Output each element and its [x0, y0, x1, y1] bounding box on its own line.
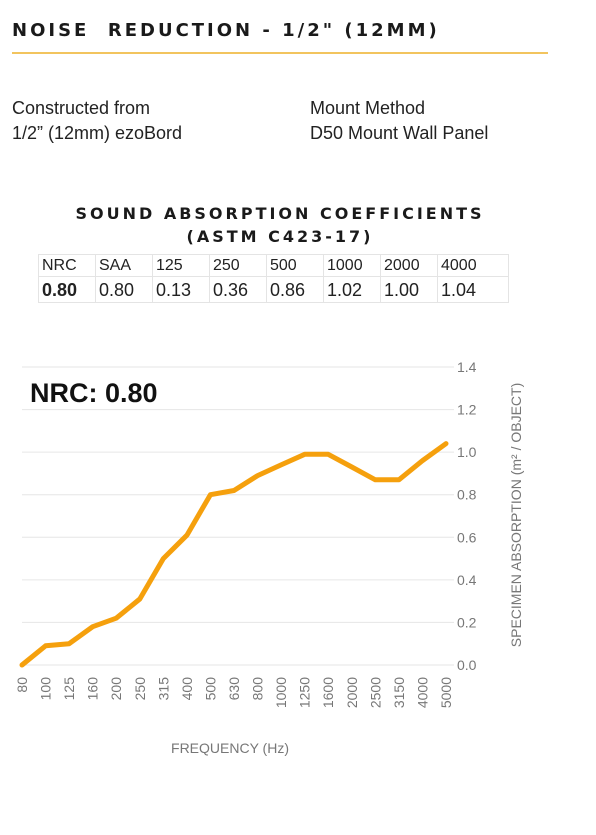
- coefficients-title: SOUND ABSORPTION COEFFICIENTS: [75, 204, 485, 223]
- x-tick-label: 3150: [391, 677, 407, 708]
- value-cell: 0.80: [38, 276, 96, 303]
- x-tick-label: 315: [155, 677, 171, 701]
- value-cell: 0.80: [95, 276, 153, 303]
- header-cell: 125: [152, 254, 210, 277]
- y-axis-label: SPECIMEN ABSORPTION (m² / OBJECT): [508, 383, 524, 647]
- absorption-chart: 0.0 0.2 0.4 0.6 0.8 1.0 1.2 1.4 80 100 125 160 200 25…: [14, 359, 524, 756]
- value-cell: 1.00: [380, 276, 438, 303]
- x-tick-label: 400: [179, 677, 195, 701]
- page-title: NOISE REDUCTION - 1/2" (12MM): [12, 20, 440, 41]
- x-tick-label: 2500: [367, 677, 383, 708]
- y-tick-label: 1.2: [457, 402, 477, 418]
- header-cell: 2000: [380, 254, 438, 277]
- x-tick-label: 80: [14, 677, 30, 693]
- value-cell: 1.02: [323, 276, 381, 303]
- header-cell: 4000: [437, 254, 509, 277]
- x-axis-label: FREQUENCY (Hz): [171, 740, 289, 756]
- y-tick-label: 0.2: [457, 614, 477, 630]
- mount-info: Mount Method D50 Mount Wall Panel: [310, 96, 488, 146]
- header-cell: 250: [209, 254, 267, 277]
- x-tick-label: 1000: [273, 677, 289, 708]
- y-tick-label: 0.8: [457, 487, 477, 503]
- y-tick-label: 0.4: [457, 572, 477, 588]
- value-cell: 0.86: [266, 276, 324, 303]
- x-tick-label: 160: [85, 677, 101, 701]
- absorption-series-line: [19, 441, 449, 668]
- x-tick-label: 1600: [320, 677, 336, 708]
- header-cell: NRC: [38, 254, 96, 277]
- y-tick-label: 1.0: [457, 444, 477, 460]
- construction-line-2: 1/2” (12mm) ezoBord: [12, 123, 183, 143]
- nrc-label: NRC: 0.80: [30, 378, 158, 408]
- y-tick-label: 0.0: [457, 657, 477, 673]
- mount-line-1: Mount Method: [310, 98, 426, 118]
- coefficients-table: NRC SAA 125 250 500 1000 2000 4000 0.80 …: [38, 254, 509, 303]
- coefficients-standard: (ASTM C423-17): [186, 227, 374, 246]
- header-cell: 1000: [323, 254, 381, 277]
- x-tick-label: 200: [108, 677, 124, 701]
- construction-line-1: Constructed from: [12, 98, 151, 118]
- coefficients-header-row: NRC SAA 125 250 500 1000 2000 4000: [38, 254, 509, 277]
- x-tick-label: 800: [250, 677, 266, 701]
- header-cell: SAA: [95, 254, 153, 277]
- x-tick-label: 2000: [344, 677, 360, 708]
- x-tick-label: 5000: [438, 677, 454, 708]
- x-tick-label: 100: [38, 677, 54, 701]
- x-tick-label: 1250: [297, 677, 313, 708]
- title-divider: [12, 52, 548, 54]
- y-tick-label: 0.6: [457, 529, 477, 545]
- x-tick-label: 630: [226, 677, 242, 701]
- x-tick-label: 500: [202, 677, 218, 701]
- value-cell: 1.04: [437, 276, 509, 303]
- y-tick-label: 1.4: [457, 359, 477, 375]
- construction-info: Constructed from 1/2” (12mm) ezoBord: [12, 96, 182, 146]
- coefficients-value-row: 0.80 0.80 0.13 0.36 0.86 1.02 1.00 1.04: [38, 276, 509, 303]
- mount-line-2: D50 Mount Wall Panel: [310, 123, 489, 143]
- header-cell: 500: [266, 254, 324, 277]
- value-cell: 0.13: [152, 276, 210, 303]
- x-tick-label: 250: [132, 677, 148, 701]
- x-tick-label: 125: [61, 677, 77, 701]
- value-cell: 0.36: [209, 276, 267, 303]
- x-tick-label: 4000: [414, 677, 430, 708]
